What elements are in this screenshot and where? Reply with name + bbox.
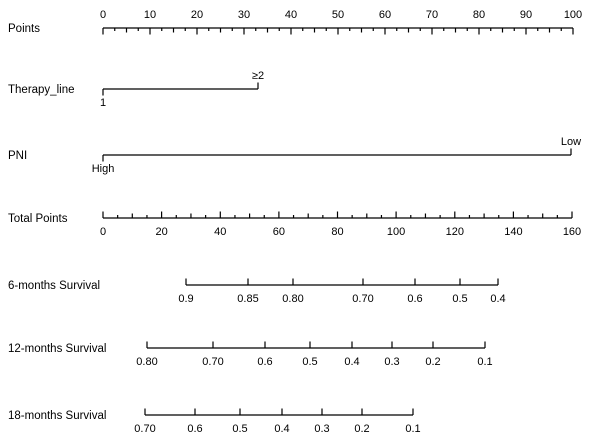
axis-therapy-line: Therapy_line 1 ≥2 bbox=[8, 70, 264, 109]
tick-label: 0.6 bbox=[187, 423, 202, 435]
tick-label: 0.1 bbox=[477, 356, 492, 368]
tick-label: 0 bbox=[100, 9, 106, 21]
tick-label: 140 bbox=[504, 226, 522, 238]
axis-title-total-points: Total Points bbox=[8, 213, 68, 225]
tick-label: 0.85 bbox=[237, 293, 258, 305]
tick-label: 20 bbox=[191, 9, 203, 21]
tick-label: 40 bbox=[214, 226, 226, 238]
tick-label: 100 bbox=[387, 226, 405, 238]
axis-title-points: Points bbox=[8, 23, 40, 35]
tick-label: 0.1 bbox=[405, 423, 420, 435]
tick-label: 60 bbox=[273, 226, 285, 238]
axis-title-survival-6: 6-months Survival bbox=[8, 280, 100, 292]
tick-label: 0.5 bbox=[302, 356, 317, 368]
tick-label: 0.6 bbox=[257, 356, 272, 368]
tick-label: 0.70 bbox=[202, 356, 223, 368]
axis-survival-18: 18-months Survival 0.70 0.6 0.5 0.4 0.3 0.2 0.1 bbox=[8, 408, 421, 435]
tick-label: 10 bbox=[144, 9, 156, 21]
tick-label: 0.9 bbox=[178, 293, 193, 305]
tick-label: 0.3 bbox=[384, 356, 399, 368]
tick-label: 100 bbox=[564, 9, 582, 21]
tick-label: 1 bbox=[100, 97, 106, 109]
axis-title-survival-12: 12-months Survival bbox=[8, 343, 106, 355]
tick-label: 40 bbox=[285, 9, 297, 21]
tick-label: 0.80 bbox=[282, 293, 303, 305]
axis-points: Points 0 10 20 30 40 50 60 70 80 90 100 bbox=[8, 9, 582, 35]
tick-label: 80 bbox=[331, 226, 343, 238]
tick-label: 0.6 bbox=[407, 293, 422, 305]
axis-title-pni: PNI bbox=[8, 150, 27, 162]
axis-survival-6: 6-months Survival 0.9 0.85 0.80 0.70 0.6 0.5 0.… bbox=[8, 278, 506, 305]
tick-label: ≥2 bbox=[252, 70, 264, 82]
tick-label: Low bbox=[561, 136, 581, 148]
tick-label: 0.4 bbox=[274, 423, 289, 435]
tick-label: 0 bbox=[100, 226, 106, 238]
axis-title-therapy-line: Therapy_line bbox=[8, 84, 74, 96]
tick-label: High bbox=[92, 163, 115, 175]
axis-pni: PNI High Low bbox=[8, 136, 581, 175]
tick-label: 0.4 bbox=[490, 293, 505, 305]
tick-label: 80 bbox=[473, 9, 485, 21]
tick-label: 0.2 bbox=[354, 423, 369, 435]
tick-label: 0.2 bbox=[425, 356, 440, 368]
tick-label: 0.80 bbox=[136, 356, 157, 368]
tick-label: 70 bbox=[426, 9, 438, 21]
tick-label: 0.5 bbox=[232, 423, 247, 435]
tick-label: 50 bbox=[332, 9, 344, 21]
tick-label: 30 bbox=[238, 9, 250, 21]
tick-label: 0.4 bbox=[344, 356, 359, 368]
tick-label: 0.70 bbox=[134, 423, 155, 435]
tick-label: 160 bbox=[563, 226, 581, 238]
axis-total-points: Total Points 0 20 40 60 80 100 120 140 160 bbox=[8, 211, 581, 238]
tick-label: 20 bbox=[155, 226, 167, 238]
tick-label: 60 bbox=[379, 9, 391, 21]
tick-label: 90 bbox=[520, 9, 532, 21]
tick-label: 120 bbox=[446, 226, 464, 238]
tick-label: 0.5 bbox=[452, 293, 467, 305]
axis-survival-12: 12-months Survival 0.80 0.70 0.6 0.5 0.4 0.3 0.… bbox=[8, 341, 493, 368]
tick-label: 0.3 bbox=[314, 423, 329, 435]
axis-title-survival-18: 18-months Survival bbox=[8, 410, 106, 422]
tick-label: 0.70 bbox=[352, 293, 373, 305]
